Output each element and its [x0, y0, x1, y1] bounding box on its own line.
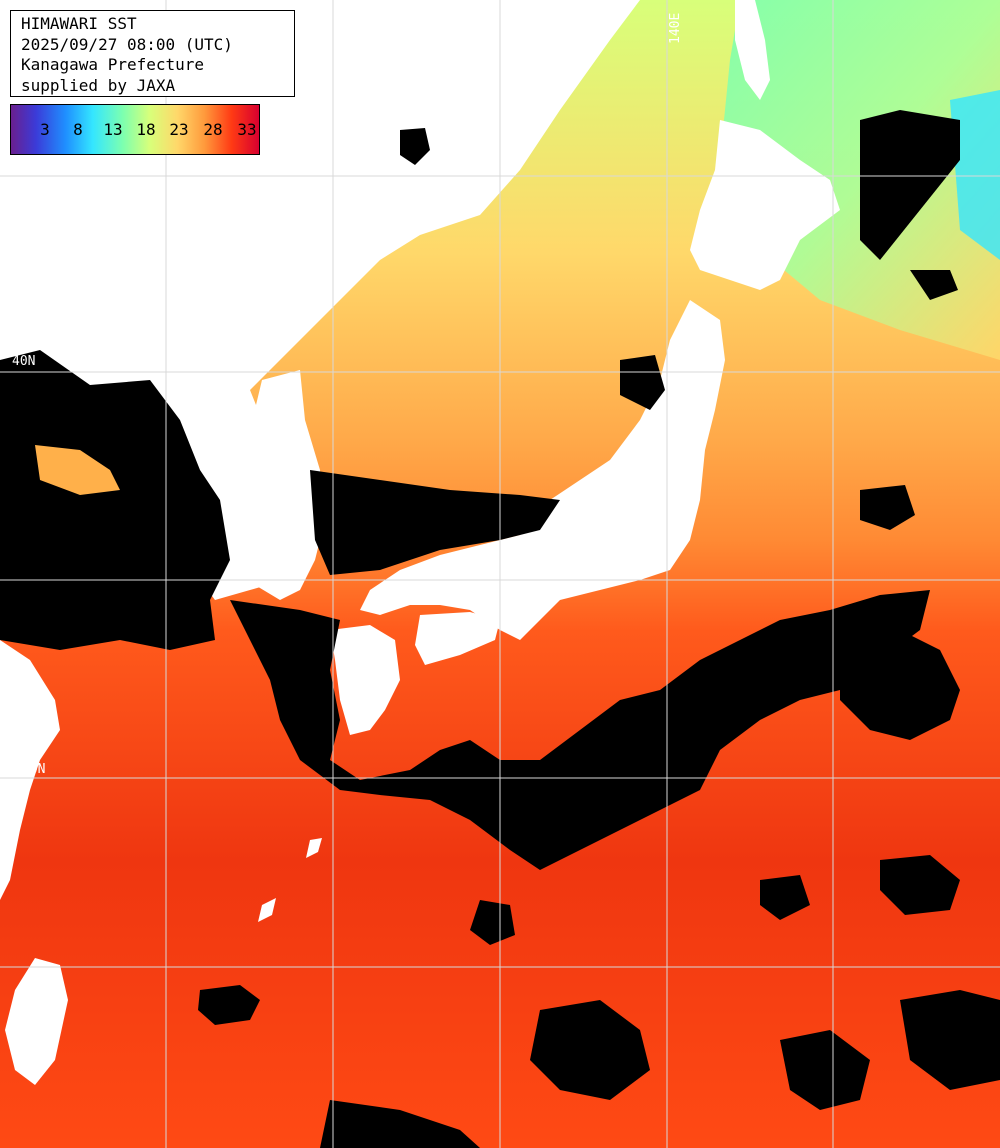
cloud-mid-3: [760, 875, 810, 920]
kyushu: [330, 625, 400, 735]
cloud-south-3: [900, 990, 1000, 1090]
cloud-mid-2: [470, 900, 515, 945]
honshu: [360, 300, 725, 640]
cloud-noto: [620, 355, 665, 410]
legend-tick-3: 3: [40, 120, 50, 139]
legend-tick-18: 18: [136, 120, 156, 139]
title-line-2: 2025/09/27 08:00 (UTC): [21, 34, 233, 54]
sakhalin: [735, 0, 770, 100]
lon-label-140e: 140E: [668, 12, 683, 44]
legend-tick-33: 33: [237, 120, 257, 139]
legend-tick-8: 8: [73, 120, 83, 139]
ryukyu-2: [258, 898, 276, 922]
lat-label-30n: 30N: [22, 762, 46, 777]
hokkaido: [690, 120, 840, 290]
cloud-bottom: [320, 1100, 480, 1148]
ryukyu-1: [306, 838, 322, 858]
cloud-east: [840, 630, 960, 740]
legend-tick-23: 23: [169, 120, 189, 139]
cloud-ne-1: [860, 110, 960, 260]
cloud-south-1: [530, 1000, 650, 1100]
korea: [230, 370, 325, 600]
title-line-1: HIMAWARI SST: [21, 14, 137, 33]
yellow-sea-patch: [35, 445, 120, 495]
cloud-ne-2: [910, 270, 958, 300]
cloud-south-kyushu: [230, 590, 930, 870]
cloud-mainland: [0, 350, 230, 650]
color-legend: 3 8 13 18 23 28 33: [10, 104, 260, 155]
cloud-mid-1: [880, 855, 960, 915]
legend-tick-28: 28: [203, 120, 223, 139]
cloud-yellow-isle: [400, 128, 430, 165]
cloud-japan-sea: [310, 470, 560, 575]
cloud-south-2: [780, 1030, 870, 1110]
title-line-3: Kanagawa Prefecture: [21, 55, 205, 74]
cloud-sw-ocean: [198, 985, 260, 1025]
cold-water-patch: [950, 90, 1000, 260]
title-line-4: supplied by JAXA: [21, 75, 176, 95]
shikoku: [415, 612, 500, 665]
cloud-east-jp: [860, 485, 915, 530]
lat-label-40n: 40N: [12, 354, 36, 369]
china-coast: [0, 640, 60, 900]
title-box: HIMAWARI SST 2025/09/27 08:00 (UTC) Kana…: [10, 10, 295, 97]
taiwan: [5, 958, 68, 1085]
legend-tick-13: 13: [103, 120, 123, 139]
